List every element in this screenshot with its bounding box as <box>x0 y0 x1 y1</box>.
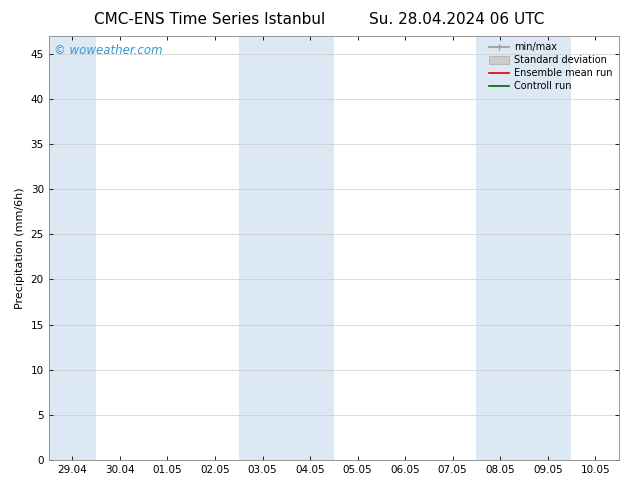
Bar <box>239 36 334 460</box>
Text: Su. 28.04.2024 06 UTC: Su. 28.04.2024 06 UTC <box>369 12 544 27</box>
Text: CMC-ENS Time Series Istanbul: CMC-ENS Time Series Istanbul <box>94 12 325 27</box>
Y-axis label: Precipitation (mm/6h): Precipitation (mm/6h) <box>15 187 25 309</box>
Legend: min/max, Standard deviation, Ensemble mean run, Controll run: min/max, Standard deviation, Ensemble me… <box>486 39 616 95</box>
Bar <box>476 36 571 460</box>
Text: © woweather.com: © woweather.com <box>55 44 163 57</box>
Bar <box>49 36 96 460</box>
